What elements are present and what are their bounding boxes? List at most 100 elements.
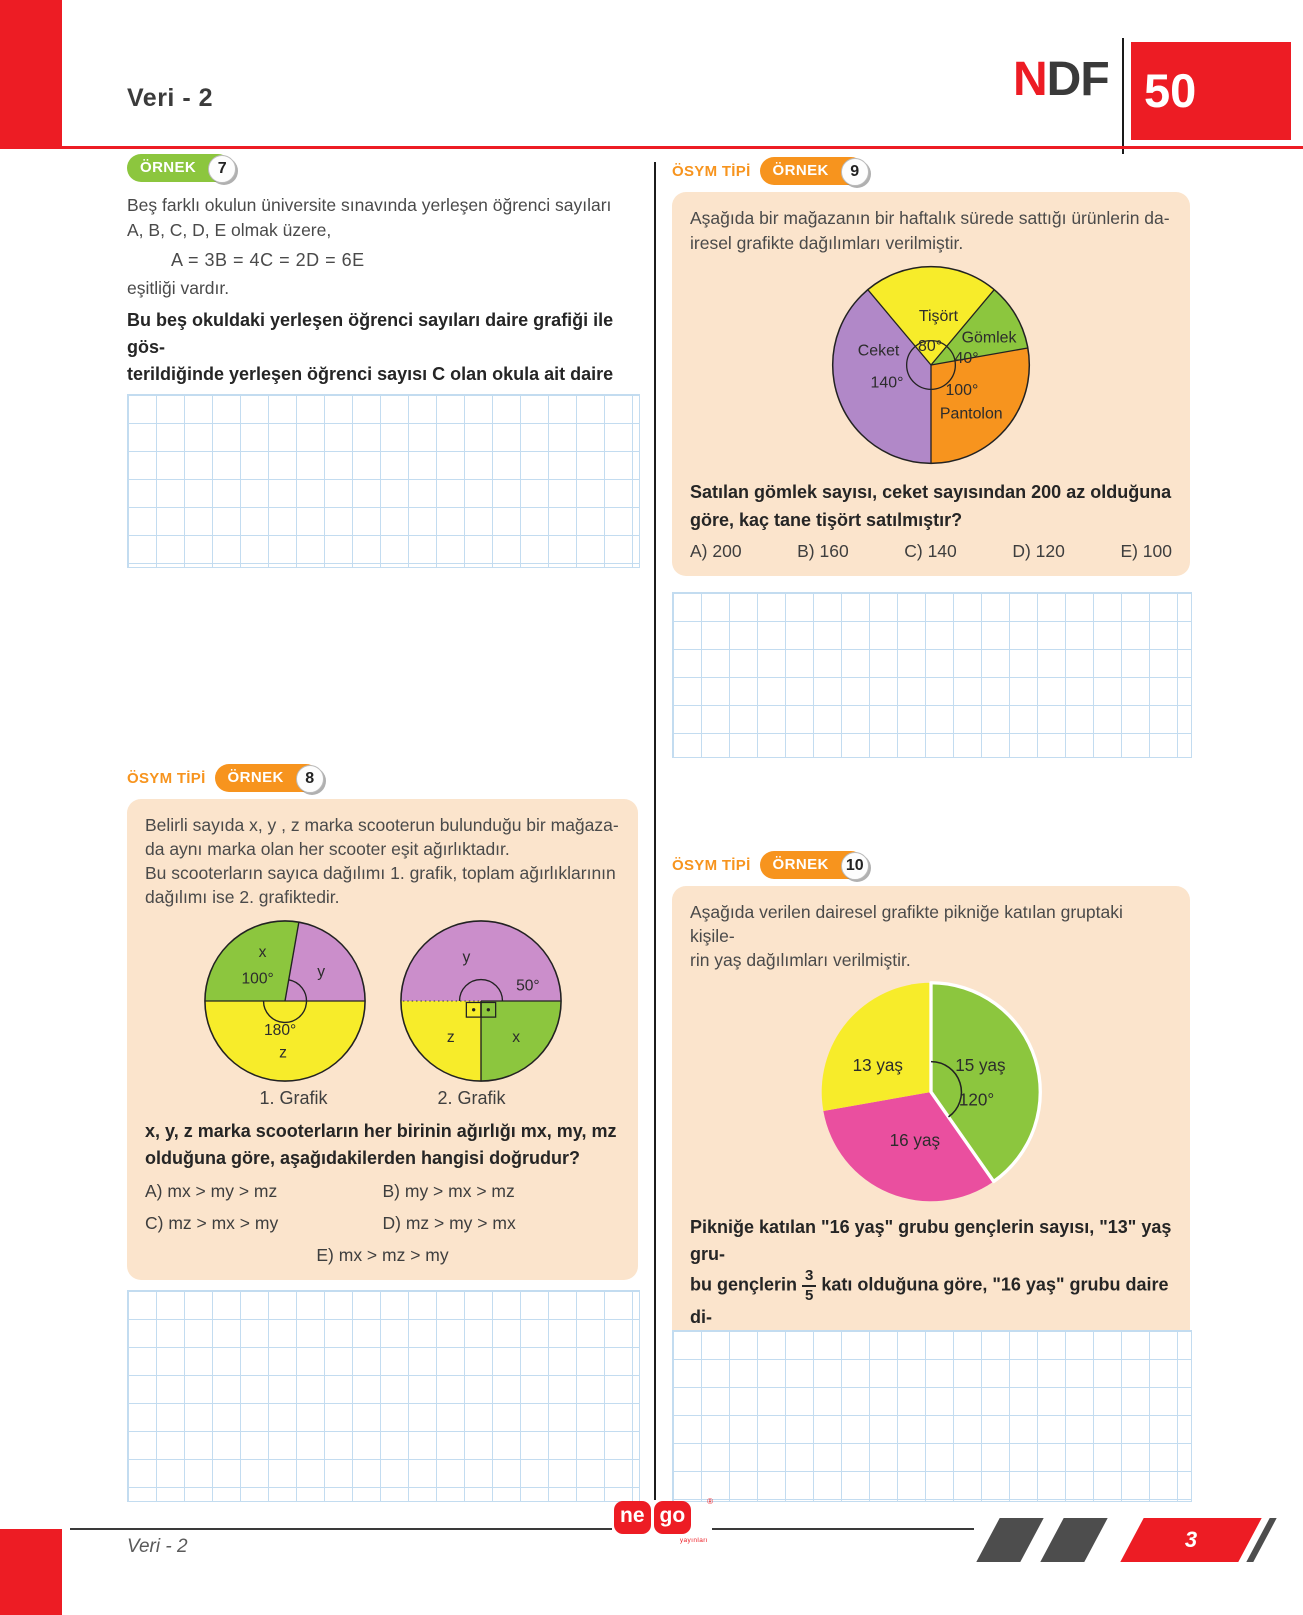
example-8-box: Belirli sayıda x, y , z marka scooterun … bbox=[127, 799, 638, 1281]
footer-rule-right bbox=[712, 1528, 974, 1530]
example-10-box: Aşağıda verilen dairesel grafikte pikniğ… bbox=[672, 886, 1190, 1399]
option-b: B) 160 bbox=[797, 541, 849, 562]
question-line-2-pre: bu gençlerin bbox=[690, 1274, 798, 1295]
pie-label-z-angle: 180° bbox=[263, 1022, 295, 1039]
header-rule bbox=[0, 146, 1303, 149]
pie-label-ceket: Ceket bbox=[858, 342, 900, 359]
osym-tipi-label: ÖSYM TİPİ bbox=[672, 162, 751, 180]
example-8-intro1: Belirli sayıda x, y , z marka scooterun … bbox=[145, 815, 619, 860]
footer-section-title: Veri - 2 bbox=[127, 1536, 188, 1557]
example-7-equation: A = 3B = 4C = 2D = 6E bbox=[171, 249, 365, 270]
pie-boundary-gomlek-pantolon bbox=[930, 347, 1028, 366]
pie-slice-tisort bbox=[867, 266, 995, 365]
pie-slice-15 bbox=[929, 981, 1042, 1184]
example-9-options: A) 200 B) 160 C) 140 D) 120 E) 100 bbox=[690, 541, 1172, 562]
option-c: C) 140 bbox=[904, 541, 957, 562]
pie-label-x-angle: 100° bbox=[241, 970, 273, 987]
brand-n: N bbox=[1013, 53, 1048, 106]
question-line-1: Pikniğe katılan "16 yaş" grubu gençlerin… bbox=[690, 1217, 1172, 1265]
page-number-flag: 3 bbox=[1120, 1518, 1262, 1562]
pie-slice-z bbox=[400, 1000, 481, 1081]
example-9-badge: ÖSYM TİPİ ÖRNEK 9 bbox=[672, 156, 1190, 186]
unit-number-box: 50 bbox=[1131, 42, 1291, 140]
logo-tabs: ne go bbox=[614, 1501, 710, 1534]
pie-slice-gomlek bbox=[931, 289, 1028, 365]
example-8-badge: ÖSYM TİPİ ÖRNEK 8 bbox=[127, 763, 638, 793]
footer-rule-left bbox=[70, 1528, 612, 1530]
pie-label-tisort: Tişört bbox=[919, 308, 959, 325]
pie-label-y: y bbox=[462, 949, 470, 966]
pie-slice-x bbox=[480, 1000, 561, 1081]
option-a: A) mx > my > mz bbox=[145, 1181, 278, 1202]
pie-label-16: 16 yaş bbox=[890, 1132, 940, 1151]
example-9-intro: Aşağıda bir mağazanın bir haftalık süred… bbox=[690, 208, 1170, 253]
pie-label-pantolon-angle: 100° bbox=[945, 382, 978, 399]
pie-chart-scooter-count: x 100° y 180° z bbox=[203, 919, 366, 1082]
pie-label-angle-120: 120° bbox=[959, 1091, 994, 1110]
footer-stripes: 3 bbox=[960, 1516, 1303, 1564]
example-10: ÖSYM TİPİ ÖRNEK 10 Aşağıda verilen daire… bbox=[672, 850, 1190, 1399]
brand-logo-ndf: NDF bbox=[1013, 52, 1110, 107]
ornek-pill: ÖRNEK 9 bbox=[759, 157, 869, 186]
example-7-badge: ÖRNEK 7 bbox=[127, 153, 638, 183]
ornek-number: 10 bbox=[840, 852, 869, 880]
option-c: C) mz > mx > my bbox=[145, 1213, 279, 1234]
column-divider bbox=[654, 162, 656, 1500]
pie-boundary-xy bbox=[283, 921, 300, 1001]
pie-slice-y bbox=[284, 921, 365, 1001]
right-angle-marker-right bbox=[479, 1001, 496, 1018]
work-grid-ex7 bbox=[127, 394, 640, 568]
caption-graph-2: 2. Grafik bbox=[437, 1087, 506, 1108]
pie-label-y: y bbox=[317, 963, 325, 980]
publisher-logo: ne go ® yayınları bbox=[614, 1497, 713, 1559]
ornek-label: ÖRNEK bbox=[772, 856, 829, 873]
example-8-charts: x 100° y 180° z bbox=[145, 918, 620, 1084]
pie-slice-13 bbox=[821, 983, 931, 1112]
example-10-intro: Aşağıda verilen dairesel grafikte pikniğ… bbox=[690, 902, 1123, 971]
pie-label-tisort-angle: 80° bbox=[918, 338, 942, 355]
ornek-number: 7 bbox=[208, 155, 237, 183]
pie-label-angle: 50° bbox=[516, 977, 540, 994]
brand-df: DF bbox=[1046, 53, 1110, 106]
option-b: B) my > mx > mz bbox=[382, 1181, 515, 1202]
option-e: E) mx > mz > my bbox=[316, 1245, 449, 1266]
pie-label-pantolon: Pantolon bbox=[940, 405, 1003, 422]
example-9-box: Aşağıda bir mağazanın bir haftalık süred… bbox=[672, 192, 1190, 577]
ornek-pill: ÖRNEK 10 bbox=[759, 851, 869, 880]
pie-label-z: z bbox=[279, 1044, 287, 1061]
pie-label-ceket-angle: 140° bbox=[871, 374, 904, 391]
ornek-label: ÖRNEK bbox=[227, 769, 284, 786]
logo-go: go bbox=[653, 1501, 692, 1534]
work-grid-ex9 bbox=[672, 592, 1192, 758]
option-a: A) 200 bbox=[690, 541, 742, 562]
work-grid-ex10 bbox=[672, 1330, 1192, 1502]
pie-boundary-tisort-gomlek bbox=[930, 288, 995, 366]
pie-slice-pantolon bbox=[931, 347, 1030, 464]
logo-subtitle: yayınları bbox=[679, 1537, 708, 1544]
caption-graph-1: 1. Grafik bbox=[259, 1087, 328, 1108]
pie-slice-z bbox=[204, 1000, 365, 1081]
footer-stripe-2 bbox=[1040, 1518, 1108, 1562]
osym-tipi-label: ÖSYM TİPİ bbox=[127, 769, 206, 787]
footer-red-strip bbox=[0, 1529, 62, 1615]
option-d: D) 120 bbox=[1012, 541, 1065, 562]
ornek-pill: ÖRNEK 7 bbox=[127, 154, 237, 183]
question-line-2-post: katı olduğuna göre, "16 yaş" grubu daire… bbox=[690, 1274, 1169, 1327]
pie-label-13: 13 yaş bbox=[853, 1057, 903, 1076]
angle-arc-top bbox=[458, 978, 503, 1001]
page-number: 3 bbox=[1184, 1527, 1198, 1552]
ornek-pill: ÖRNEK 8 bbox=[214, 764, 324, 793]
pie-chart-ages: 13 yaş 15 yaş 120° 16 yaş bbox=[821, 981, 1042, 1202]
question-line-2: bu gençlerin 3 5 katı olduğuna göre, "16 ya… bbox=[690, 1268, 1172, 1331]
option-d: D) mz > my > mx bbox=[382, 1213, 516, 1234]
example-9-question: Satılan gömlek sayısı, ceket sayısından … bbox=[690, 481, 1172, 531]
example-7-intro: Beş farklı okulun üniversite sınavında y… bbox=[127, 195, 612, 240]
pie-label-gomlek: Gömlek bbox=[962, 329, 1017, 346]
pie-label-z: z bbox=[446, 1029, 454, 1046]
example-7-after-equation: eşitliği vardır. bbox=[127, 277, 230, 298]
logo-registered-mark: ® bbox=[707, 1497, 713, 1506]
ornek-number: 9 bbox=[840, 158, 869, 186]
pie-slice-16 bbox=[823, 1092, 994, 1202]
